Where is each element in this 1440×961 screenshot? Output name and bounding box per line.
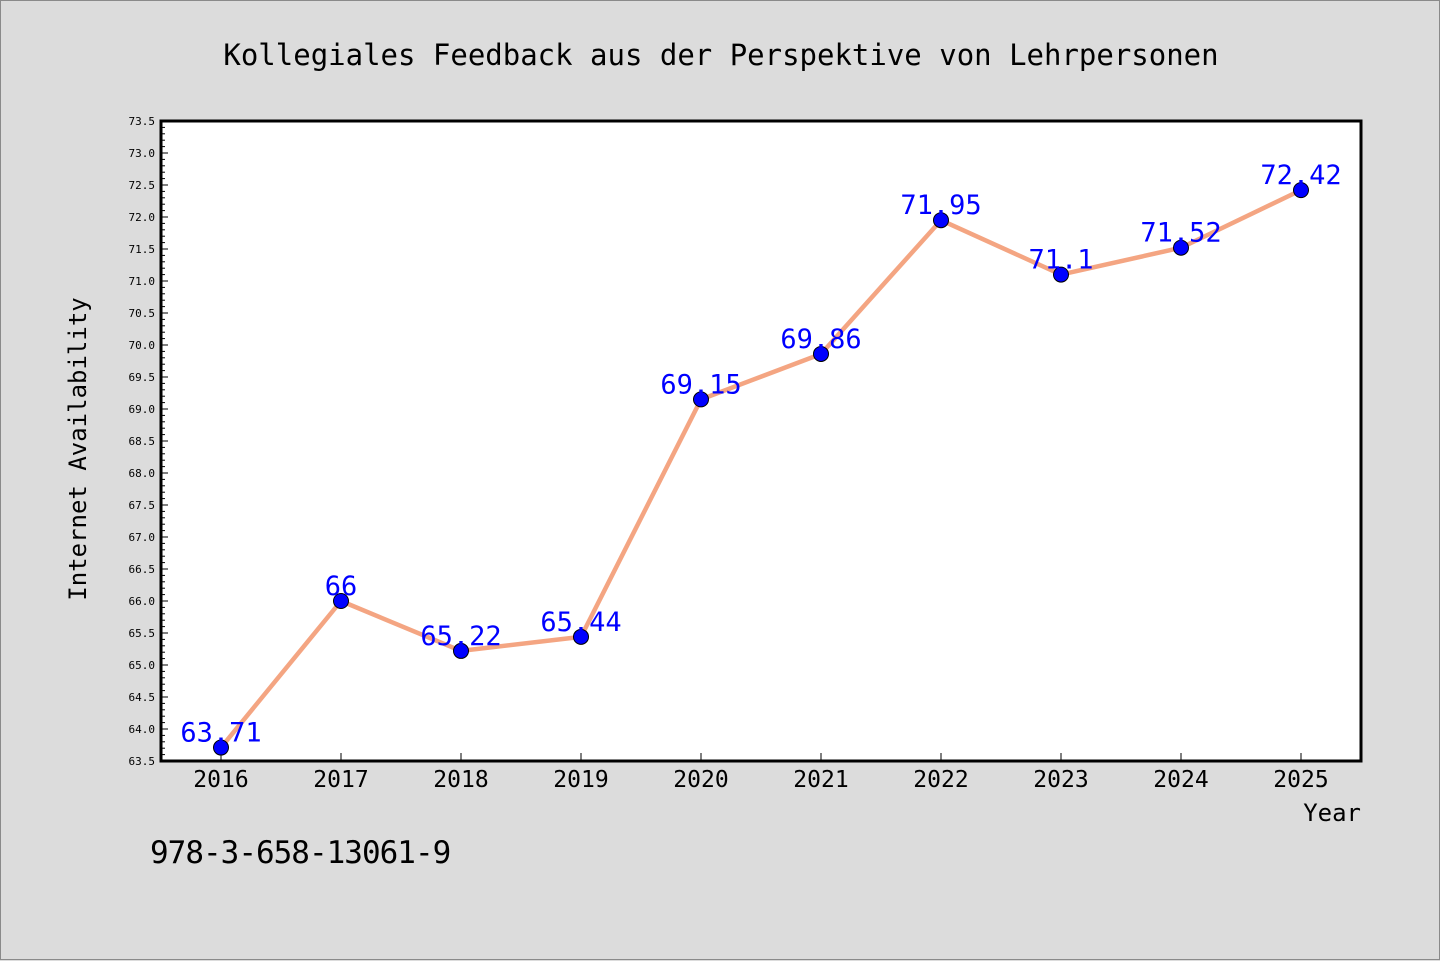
y-tick-label: 64.0 bbox=[129, 723, 156, 736]
y-tick-label: 68.0 bbox=[129, 467, 156, 480]
y-tick-label: 69.5 bbox=[129, 371, 156, 384]
x-tick-label: 2017 bbox=[313, 767, 368, 793]
y-tick-label: 71.0 bbox=[129, 275, 156, 288]
y-axis-label: Internet Availability bbox=[64, 297, 92, 600]
series-layer: 63.71 66 65.22 65.44 69.15 69.86 71.95 71.1 71.5… bbox=[180, 160, 1342, 756]
x-axis-ticks: 2016 2017 2018 2019 2020 2021 2022 2023 2024 2025 bbox=[193, 753, 1329, 793]
y-tick-label: 73.5 bbox=[129, 115, 156, 128]
y-tick-label: 73.0 bbox=[129, 147, 156, 160]
y-tick-label: 63.5 bbox=[129, 755, 156, 768]
x-tick-label: 2025 bbox=[1273, 767, 1328, 793]
x-tick-label: 2021 bbox=[793, 767, 848, 793]
x-tick-label: 2023 bbox=[1033, 767, 1088, 793]
x-tick-label: 2020 bbox=[673, 767, 728, 793]
data-point-marker bbox=[1293, 182, 1309, 199]
y-tick-label: 71.5 bbox=[129, 243, 156, 256]
data-point-marker bbox=[1053, 266, 1069, 283]
data-point-marker bbox=[573, 628, 589, 645]
x-tick-label: 2019 bbox=[553, 767, 608, 793]
data-label: 71.52 bbox=[1140, 218, 1221, 249]
data-point-marker bbox=[453, 642, 469, 659]
y-tick-label: 64.5 bbox=[129, 691, 156, 704]
y-tick-label: 70.0 bbox=[129, 339, 156, 352]
y-tick-label: 66.5 bbox=[129, 563, 156, 576]
data-point-marker bbox=[1173, 239, 1189, 256]
x-tick-label: 2018 bbox=[433, 767, 488, 793]
y-tick-label: 70.5 bbox=[129, 307, 156, 320]
x-tick-label: 2024 bbox=[1153, 767, 1208, 793]
plot-area bbox=[159, 119, 1363, 763]
y-tick-label: 72.5 bbox=[129, 179, 156, 192]
series-line bbox=[219, 188, 1302, 749]
data-point-marker bbox=[933, 212, 949, 229]
y-tick-label: 67.5 bbox=[129, 499, 156, 512]
y-tick-label: 65.0 bbox=[129, 659, 156, 672]
data-label: 69.15 bbox=[660, 369, 741, 400]
y-axis-ticks: 63.5 64.0 64.5 65.0 65.5 66.0 66.5 67.0 67.5 68.0… bbox=[129, 115, 168, 768]
data-label: 66 bbox=[325, 571, 358, 602]
data-point-marker bbox=[213, 739, 229, 756]
data-label: 72.42 bbox=[1260, 160, 1341, 191]
y-tick-label: 68.5 bbox=[129, 435, 156, 448]
data-point-marker bbox=[693, 391, 709, 408]
chart-title: Kollegiales Feedback aus der Perspektive… bbox=[223, 38, 1218, 72]
y-tick-label: 65.5 bbox=[129, 627, 156, 640]
data-point-marker bbox=[813, 345, 829, 362]
y-tick-label: 67.0 bbox=[129, 531, 156, 544]
footer-code: 978-3-658-13061-9 bbox=[150, 835, 451, 871]
data-label: 71.95 bbox=[900, 190, 981, 221]
x-axis-label: Year bbox=[1303, 799, 1361, 827]
data-label: 65.22 bbox=[420, 621, 501, 652]
y-tick-label: 66.0 bbox=[129, 595, 156, 608]
data-label: 63.71 bbox=[180, 718, 261, 749]
y-tick-label: 72.0 bbox=[129, 211, 156, 224]
data-label: 69.86 bbox=[780, 324, 861, 355]
data-label: 65.44 bbox=[540, 607, 621, 638]
data-point-marker bbox=[333, 593, 349, 609]
x-tick-label: 2022 bbox=[913, 767, 968, 793]
x-tick-label: 2016 bbox=[193, 767, 248, 793]
data-label: 71.1 bbox=[1028, 245, 1093, 276]
y-tick-label: 69.0 bbox=[129, 403, 156, 416]
